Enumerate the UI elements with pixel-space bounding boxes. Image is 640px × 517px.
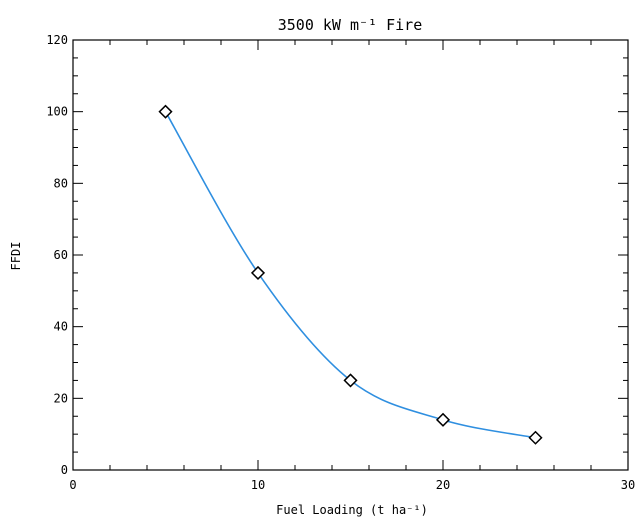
data-point-marker — [250, 265, 266, 280]
data-point-marker — [528, 430, 543, 445]
axis-ticks — [72, 39, 629, 471]
y-tick-label: 0 — [61, 463, 68, 477]
x-tick-label: 0 — [69, 478, 76, 492]
y-tick-label: 100 — [46, 105, 68, 119]
x-tick-label: 20 — [436, 478, 450, 492]
y-tick-label: 40 — [54, 320, 68, 334]
y-axis-label: FFDI — [9, 242, 23, 271]
y-tick-label: 60 — [54, 248, 68, 262]
series-line — [164, 111, 536, 439]
y-tick-label: 120 — [46, 33, 68, 47]
y-tick-label: 80 — [54, 176, 68, 190]
data-point-marker — [343, 373, 358, 388]
x-tick-label: 30 — [621, 478, 635, 492]
series-markers — [158, 104, 543, 445]
x-axis-label: Fuel Loading (t ha⁻¹) — [276, 503, 428, 517]
y-tick-label: 20 — [54, 391, 68, 405]
data-point-marker — [158, 104, 173, 119]
plot-frame — [72, 39, 629, 471]
data-point-marker — [435, 412, 451, 427]
axis-tick-labels: 0 10 20 30 0 20 40 60 80 100 120 — [46, 33, 635, 492]
x-tick-label: 10 — [251, 478, 265, 492]
chart-title: 3500 kW m⁻¹ Fire — [278, 16, 423, 34]
